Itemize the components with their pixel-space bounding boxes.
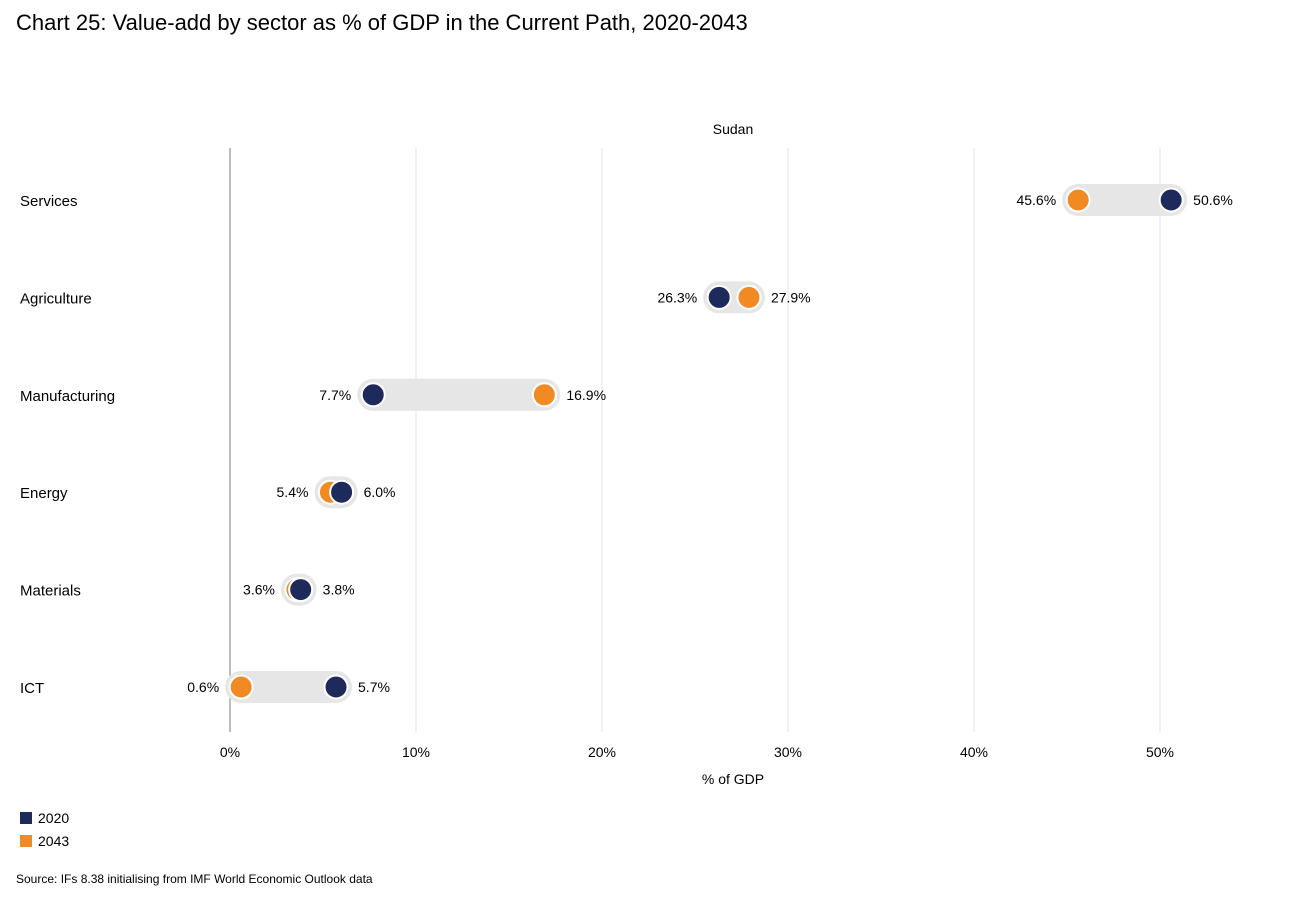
legend-label-2020: 2020 [38,809,70,826]
chart-title: Chart 25: Value-add by sector as % of GD… [16,10,748,35]
dot-2043-agriculture [736,284,762,310]
value-label-2043-energy: 5.4% [277,484,309,500]
dot-2020-services [1158,187,1184,213]
row-services: Services 45.6% 50.6% [20,184,1233,216]
x-tick-label-0: 0% [220,744,240,760]
category-label-energy: Energy [20,485,68,502]
dot-2043-services [1065,187,1091,213]
x-axis: 0% 10% 20% 30% 40% 50% [220,744,1174,760]
dot-2043-ict [228,674,254,700]
value-label-2043-materials: 3.6% [243,582,275,598]
legend-swatch-2043 [20,834,32,847]
x-tick-label-40: 40% [960,744,988,760]
value-label-2043-services: 45.6% [1016,192,1056,208]
row-manufacturing: Manufacturing 7.7% 16.9% [20,378,606,411]
row-agriculture: Agriculture 26.3% 27.9% [20,281,811,314]
legend-item-2020: 2020 [20,806,69,829]
row-materials: Materials 3.6% 3.8% [20,573,355,606]
panel-label: Sudan [713,121,753,137]
category-label-agriculture: Agriculture [20,290,92,307]
category-label-manufacturing: Manufacturing [20,388,115,405]
grid-layer [229,148,1161,732]
value-label-2043-ict: 0.6% [187,679,219,695]
source-note: Source: IFs 8.38 initialising from IMF W… [16,872,373,886]
category-label-materials: Materials [20,583,81,600]
row-energy: Energy 5.4% 6.0% [20,476,396,509]
x-tick-label-20: 20% [588,744,616,760]
legend: 2020 2043 [20,806,69,852]
x-tick-label-10: 10% [402,744,430,760]
value-label-2020-energy: 6.0% [364,484,396,500]
dot-2020-energy [329,479,355,505]
x-tick-label-50: 50% [1146,744,1174,760]
dot-2020-ict [323,674,349,700]
dot-2020-agriculture [706,284,732,310]
value-label-2020-manufacturing: 7.7% [319,387,351,403]
legend-swatch-2020 [20,811,32,824]
row-ict: ICT 0.6% 5.7% [20,671,390,703]
value-label-2043-agriculture: 27.9% [771,289,811,305]
value-label-2043-manufacturing: 16.9% [566,387,606,403]
dot-2020-manufacturing [360,382,386,408]
value-label-2020-agriculture: 26.3% [657,289,697,305]
category-label-ict: ICT [20,680,44,697]
dot-2020-materials [288,577,314,603]
dot-2043-manufacturing [531,382,557,408]
category-label-services: Services [20,193,78,210]
x-tick-label-30: 30% [774,744,802,760]
value-label-2020-services: 50.6% [1193,192,1233,208]
legend-label-2043: 2043 [38,832,70,849]
chart-rows: Services 45.6% 50.6% Agriculture 26.3% 27.9% M… [20,184,1233,703]
value-label-2020-ict: 5.7% [358,679,390,695]
value-label-2020-materials: 3.8% [323,582,355,598]
legend-item-2043: 2043 [20,829,69,852]
x-axis-label: % of GDP [702,771,764,787]
